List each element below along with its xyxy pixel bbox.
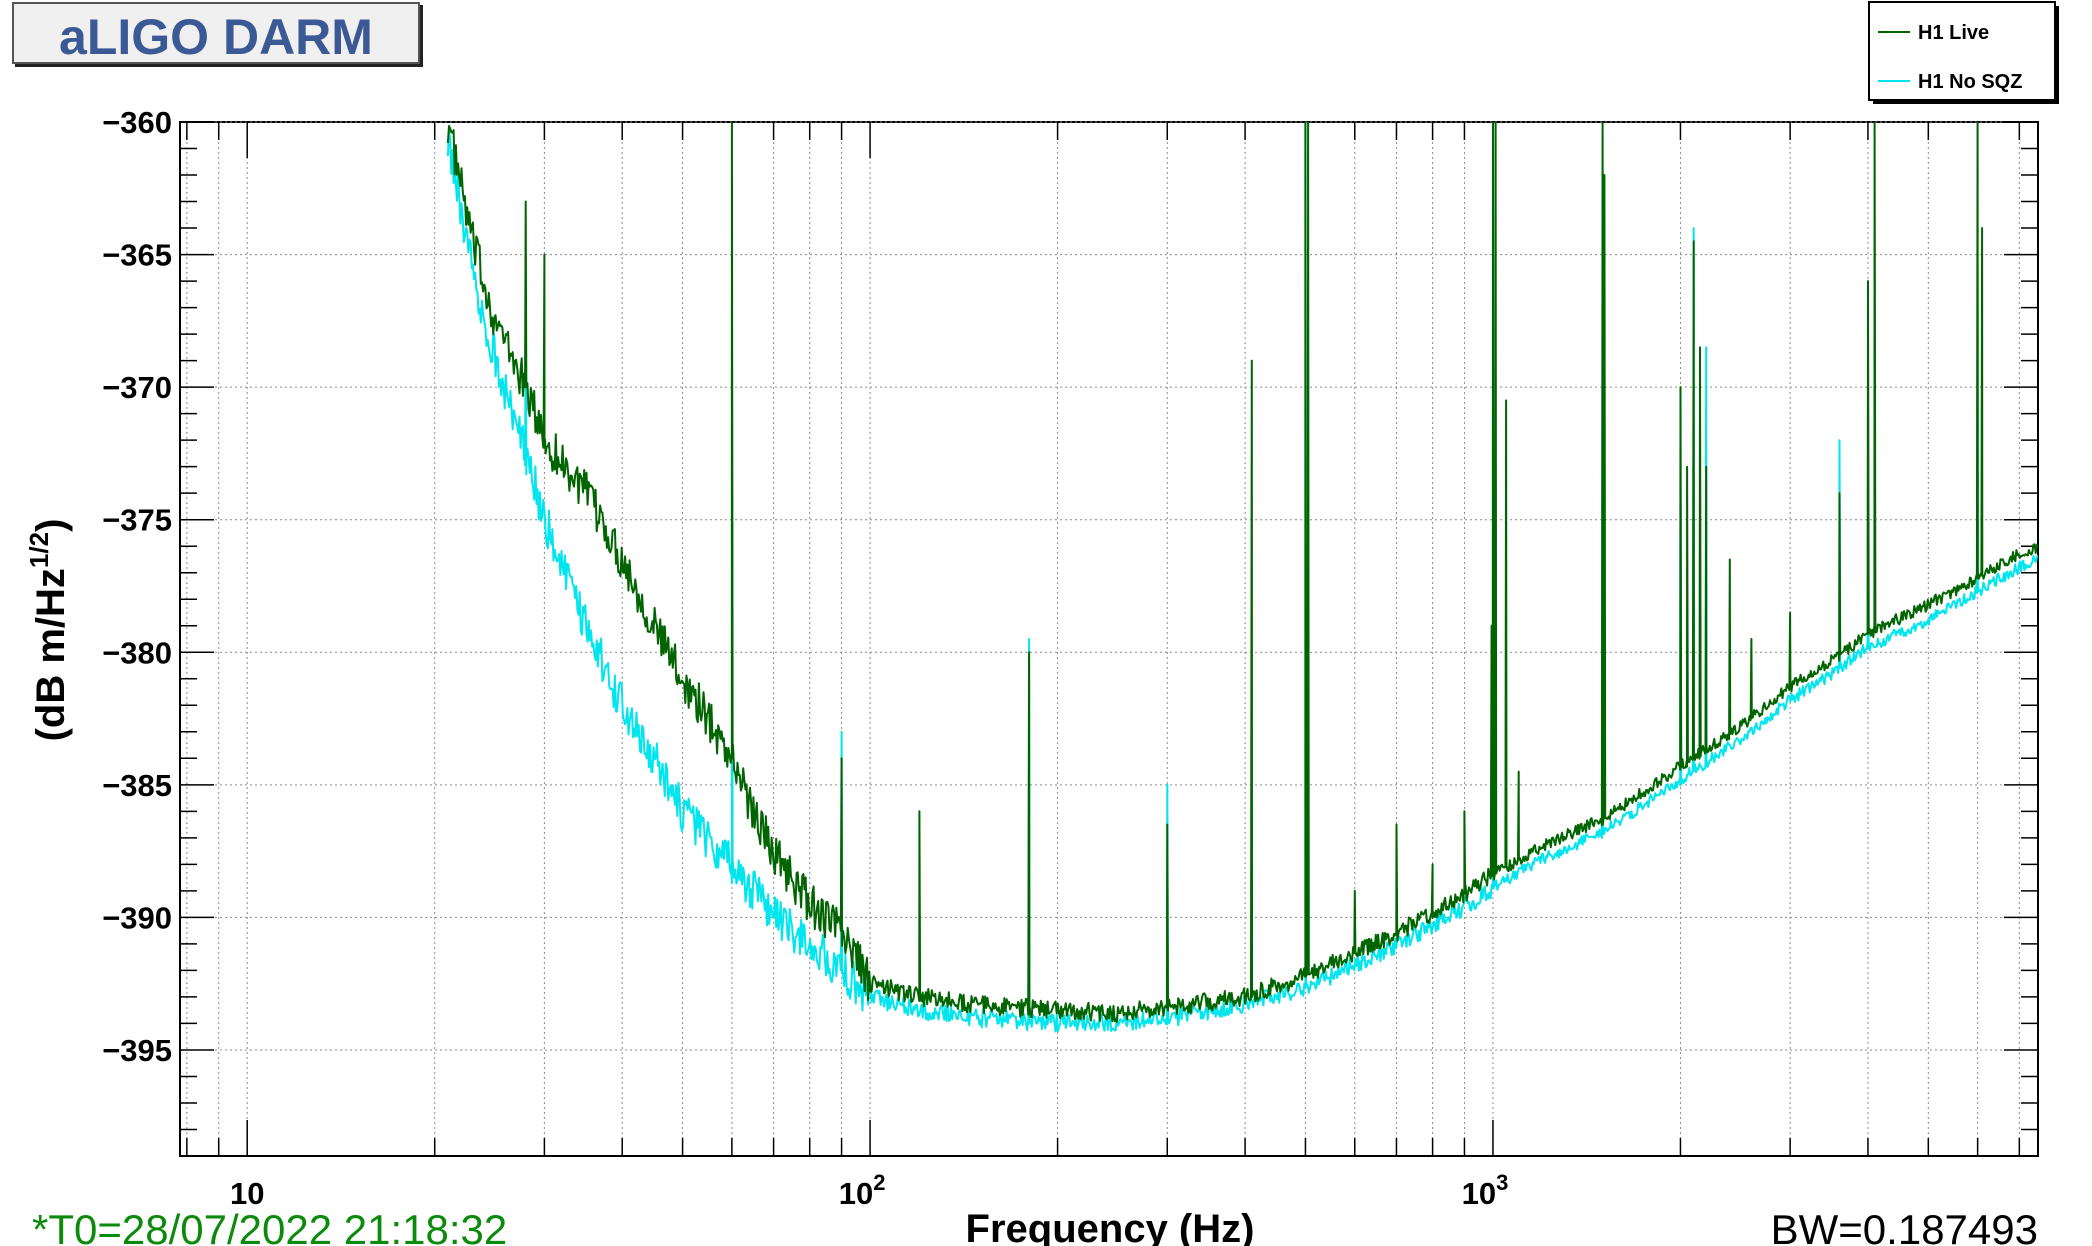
legend-label-h1-live: H1 Live [1918,22,1989,44]
x-tick-labels: 10 102 103 [230,1170,1508,1211]
y-axis-title-close: ) [29,519,73,532]
y-axis-title: (dB m/Hz1/2) [24,519,73,742]
legend-label-h1-nosqz: H1 No SQZ [1918,71,2022,93]
y-tick-label: −375 [102,503,172,538]
y-tick-label: −365 [102,238,172,273]
y-tick-label: −395 [102,1033,172,1068]
y-tick-label: −380 [102,635,172,670]
y-tick-label: −360 [102,105,172,140]
y-axis-title-main: (dB m/Hz [29,568,73,741]
series-h1-live-line [446,122,2038,1023]
x-tick-label: 10 [230,1176,264,1211]
x-tick-label: 103 [1462,1170,1509,1211]
timestamp-label: *T0=28/07/2022 21:18:32 [32,1206,507,1246]
chart-title-box: aLIGO DARM [12,2,420,65]
x-axis-title: Frequency (Hz) [966,1207,1255,1246]
x-tick-label: 102 [839,1170,886,1211]
y-tick-label: −390 [102,900,172,935]
legend: H1 Live H1 No SQZ [1868,1,2059,104]
plot-area [179,121,2039,1157]
series-layer [446,122,2038,1033]
chart-title: aLIGO DARM [59,9,373,65]
axis-ticks [180,121,2038,1157]
y-tick-label: −385 [102,768,172,803]
y-tick-label: −370 [102,370,172,405]
bandwidth-label: BW=0.187493 [1771,1206,2038,1246]
y-axis-title-superscript: 1/2 [24,532,54,568]
y-tick-labels: −360 −365 −370 −375 −380 −385 −390 −395 [102,105,172,1068]
